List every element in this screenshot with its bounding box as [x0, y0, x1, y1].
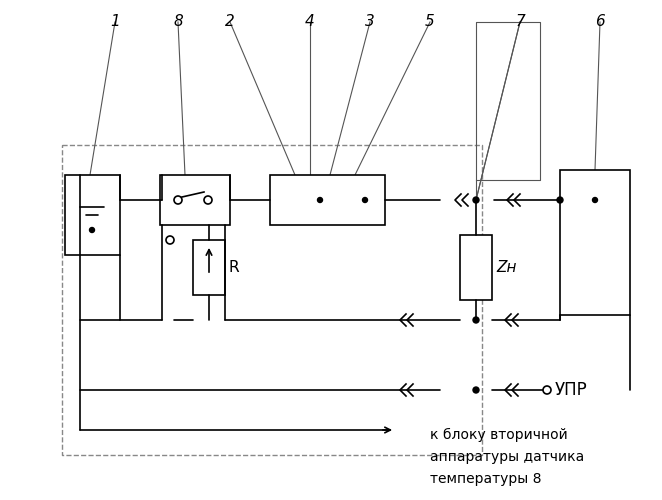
Text: 8: 8 — [173, 14, 183, 30]
Circle shape — [174, 196, 182, 204]
Circle shape — [166, 236, 174, 244]
Bar — [65, 175, 120, 255]
Circle shape — [473, 197, 479, 203]
Text: 6: 6 — [595, 14, 605, 30]
Circle shape — [473, 317, 479, 323]
Circle shape — [204, 196, 212, 204]
Circle shape — [363, 198, 367, 202]
Text: Zн: Zн — [496, 260, 516, 274]
Bar — [193, 240, 225, 295]
Text: к блоку вторичной: к блоку вторичной — [430, 428, 568, 442]
Text: 7: 7 — [515, 14, 525, 30]
Text: УПР: УПР — [555, 381, 588, 399]
Bar — [560, 170, 630, 315]
Circle shape — [543, 386, 551, 394]
Bar — [270, 175, 385, 225]
Text: 5: 5 — [425, 14, 435, 30]
Text: температуры 8: температуры 8 — [430, 472, 542, 486]
Circle shape — [592, 198, 598, 202]
Bar — [460, 235, 492, 300]
Text: аппаратуры датчика: аппаратуры датчика — [430, 450, 585, 464]
Circle shape — [89, 228, 95, 232]
Text: R: R — [229, 260, 240, 274]
Text: 1: 1 — [110, 14, 120, 30]
Circle shape — [557, 197, 563, 203]
Circle shape — [318, 198, 322, 202]
Circle shape — [473, 387, 479, 393]
Bar — [160, 175, 230, 225]
Text: 3: 3 — [365, 14, 375, 30]
Text: 4: 4 — [305, 14, 315, 30]
Text: 2: 2 — [225, 14, 235, 30]
